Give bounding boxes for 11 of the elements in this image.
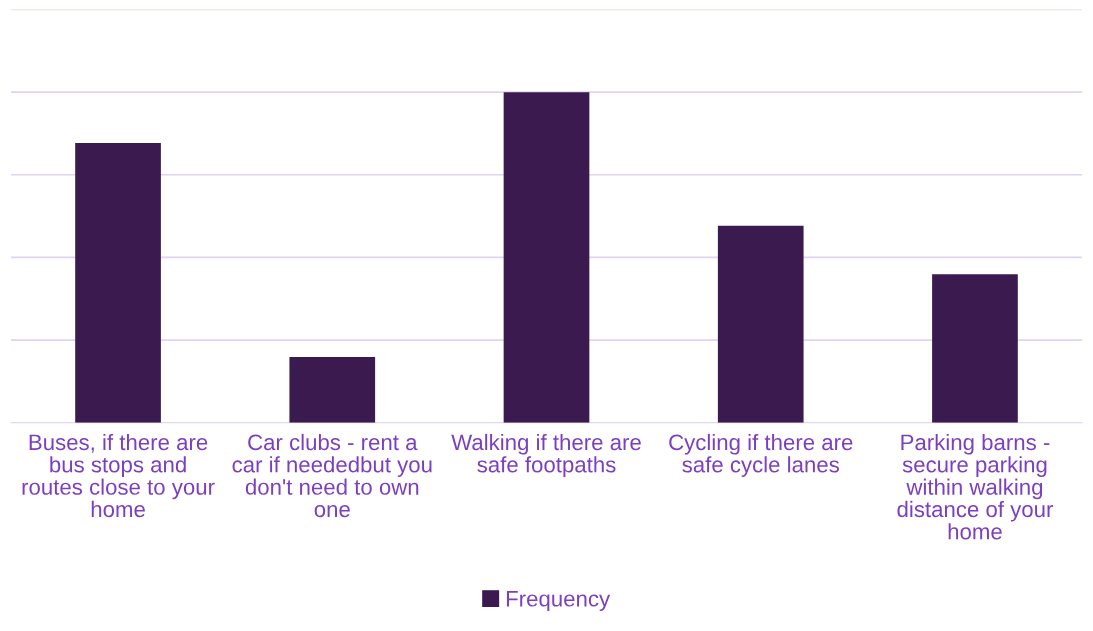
x-tick-label: Car clubs - rent a car if neededbut you don't need to own one bbox=[232, 433, 432, 518]
bar bbox=[289, 356, 376, 423]
legend-label: Frequency bbox=[506, 591, 611, 611]
x-tick-label: Parking barns - secure parking within walking distance of your home bbox=[897, 433, 1054, 540]
x-tick-label: Buses, if there are bus stops and routes close to your home bbox=[22, 433, 215, 518]
bar bbox=[75, 143, 161, 423]
bar bbox=[932, 274, 1018, 423]
bar bbox=[503, 92, 590, 423]
x-tick-label: Cycling if there are safe cycle lanes bbox=[669, 433, 853, 477]
bar bbox=[717, 225, 804, 423]
x-tick-label: Walking if there are safe footpaths bbox=[451, 433, 641, 477]
